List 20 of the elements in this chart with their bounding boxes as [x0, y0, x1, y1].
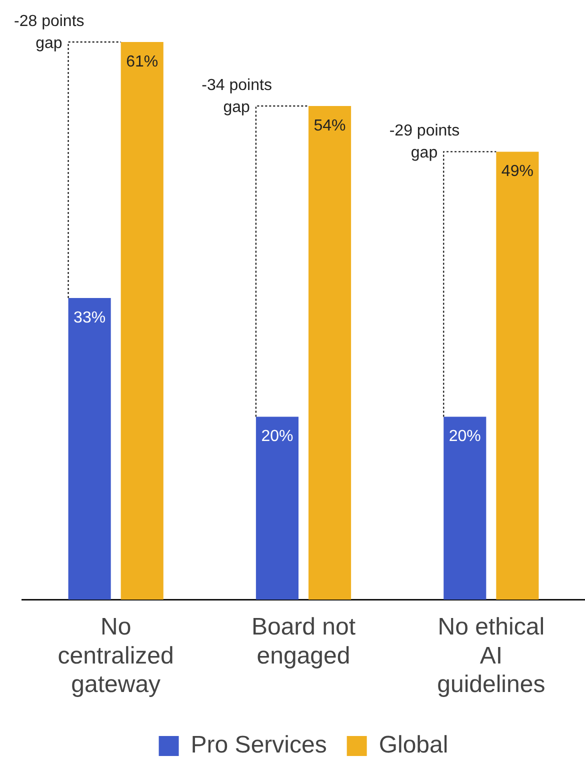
data-label: 33% — [74, 309, 106, 326]
legend-label: Global — [378, 732, 448, 759]
bar — [308, 106, 352, 600]
data-label: 54% — [314, 117, 346, 134]
data-label: 49% — [501, 163, 534, 180]
data-label: 20% — [448, 428, 481, 446]
x-tick-label: No centralized gateway — [58, 614, 174, 698]
annotation: -29 points gap — [389, 122, 460, 162]
legend-label: Pro Services — [190, 732, 327, 759]
bar — [496, 152, 539, 600]
x-tick-label: Board not engaged — [251, 614, 356, 670]
bar — [120, 42, 164, 600]
bar — [256, 416, 299, 600]
annotation: -34 points gap — [202, 76, 272, 116]
annotation: -28 points gap — [14, 13, 84, 52]
bar — [68, 298, 111, 600]
bar — [444, 416, 486, 600]
data-label: 61% — [126, 53, 158, 70]
data-label: 20% — [261, 428, 294, 446]
x-tick-label: No ethical AI guidelines — [437, 614, 546, 698]
